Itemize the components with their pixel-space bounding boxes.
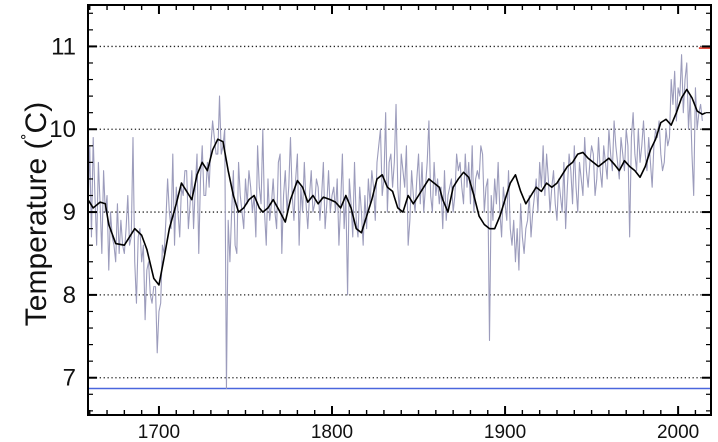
y-axis-label-unit: C bbox=[20, 112, 53, 134]
y-axis-label-prefix: Temperature ( bbox=[20, 139, 53, 326]
plot-area-border bbox=[87, 4, 712, 416]
gridlines bbox=[88, 45, 711, 379]
plot-frame bbox=[87, 4, 712, 416]
series-lines bbox=[87, 54, 707, 390]
x-tick-label-1900: 1900 bbox=[484, 422, 526, 442]
y-tick-label-7: 7 bbox=[63, 365, 76, 392]
y-tick-label-10: 10 bbox=[49, 116, 76, 143]
y-tick-label-11: 11 bbox=[51, 33, 76, 60]
y-axis-label-degree: ˚ bbox=[20, 133, 40, 139]
x-tick-label-1700: 1700 bbox=[138, 422, 180, 442]
y-axis-label-suffix: ) bbox=[20, 102, 53, 112]
y-tick-label-8: 8 bbox=[63, 282, 76, 309]
y-axis-label: Temperature (˚C) bbox=[20, 102, 53, 326]
y-tick-label-9: 9 bbox=[63, 199, 76, 226]
smoothed-temperature-line bbox=[87, 88, 707, 286]
x-tick-label-1800: 1800 bbox=[311, 422, 353, 442]
axis-ticks: 7 8 9 10 11 1700 1800 1900 2000 bbox=[49, 5, 711, 442]
x-tick-label-2000: 2000 bbox=[657, 422, 699, 442]
annual-temperature-line bbox=[87, 54, 703, 390]
reference-lines bbox=[88, 47, 711, 390]
